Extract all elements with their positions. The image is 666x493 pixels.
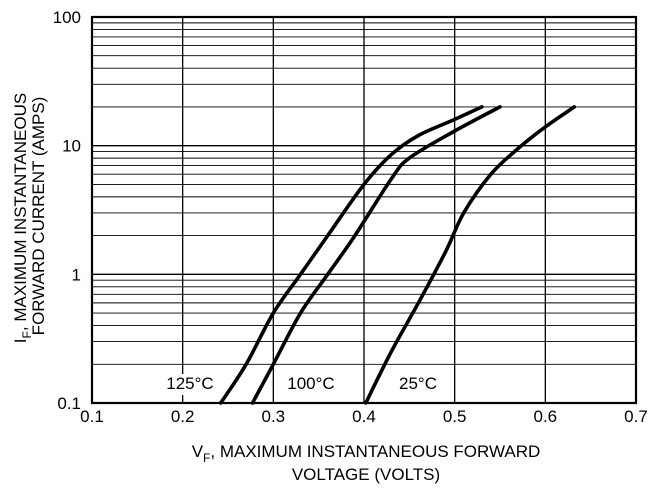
tick-labels: 0.1 0.2 0.3 0.4 0.5 0.6 0.7 0.1 1 10 100: [53, 8, 648, 426]
plot-frame: [90, 15, 638, 405]
series-label: 25°C: [399, 374, 437, 393]
x-tick-label: 0.3: [262, 407, 286, 426]
y-axis-title-line2: FORWARD CURRENT (AMPS): [29, 97, 48, 336]
series-line: [250, 105, 502, 405]
x-axis-title-subscript: F: [203, 451, 210, 465]
x-axis-title-line1: VF, MAXIMUM INSTANTANEOUS FORWARD: [192, 442, 541, 465]
y-tick-label: 1: [72, 265, 81, 284]
y-axis-title-symbol: I: [11, 338, 30, 343]
series-line: [364, 105, 577, 405]
series-label-background: [156, 374, 224, 395]
x-tick-label: 0.7: [624, 407, 648, 426]
x-tick-label: 0.2: [171, 407, 195, 426]
grid: [91, 17, 637, 404]
series-line: [218, 105, 484, 405]
series-label: 100°C: [287, 374, 334, 393]
series-label-background: [277, 374, 345, 395]
series-label-background: [384, 374, 452, 395]
x-axis-title-rest: , MAXIMUM INSTANTANEOUS FORWARD: [210, 442, 540, 461]
x-tick-label: 0.1: [80, 407, 104, 426]
curves: [218, 105, 577, 405]
x-tick-label: 0.6: [534, 407, 558, 426]
curve-labels: 125°C 100°C 25°C: [156, 374, 452, 395]
y-axis-title-subscript: F: [20, 331, 34, 338]
series-label: 125°C: [166, 374, 213, 393]
y-tick-label: 10: [62, 137, 81, 156]
y-tick-label: 0.1: [57, 394, 81, 413]
x-axis-title-symbol: V: [192, 442, 204, 461]
y-tick-label: 100: [53, 8, 81, 27]
y-axis-title-rest: , MAXIMUM INSTANTANEOUS: [11, 93, 30, 331]
x-axis-title-line2: VOLTAGE (VOLTS): [292, 465, 440, 484]
x-tick-label: 0.4: [352, 407, 376, 426]
x-tick-label: 0.5: [443, 407, 467, 426]
y-axis-title-line1: IF, MAXIMUM INSTANTANEOUS: [11, 93, 34, 343]
